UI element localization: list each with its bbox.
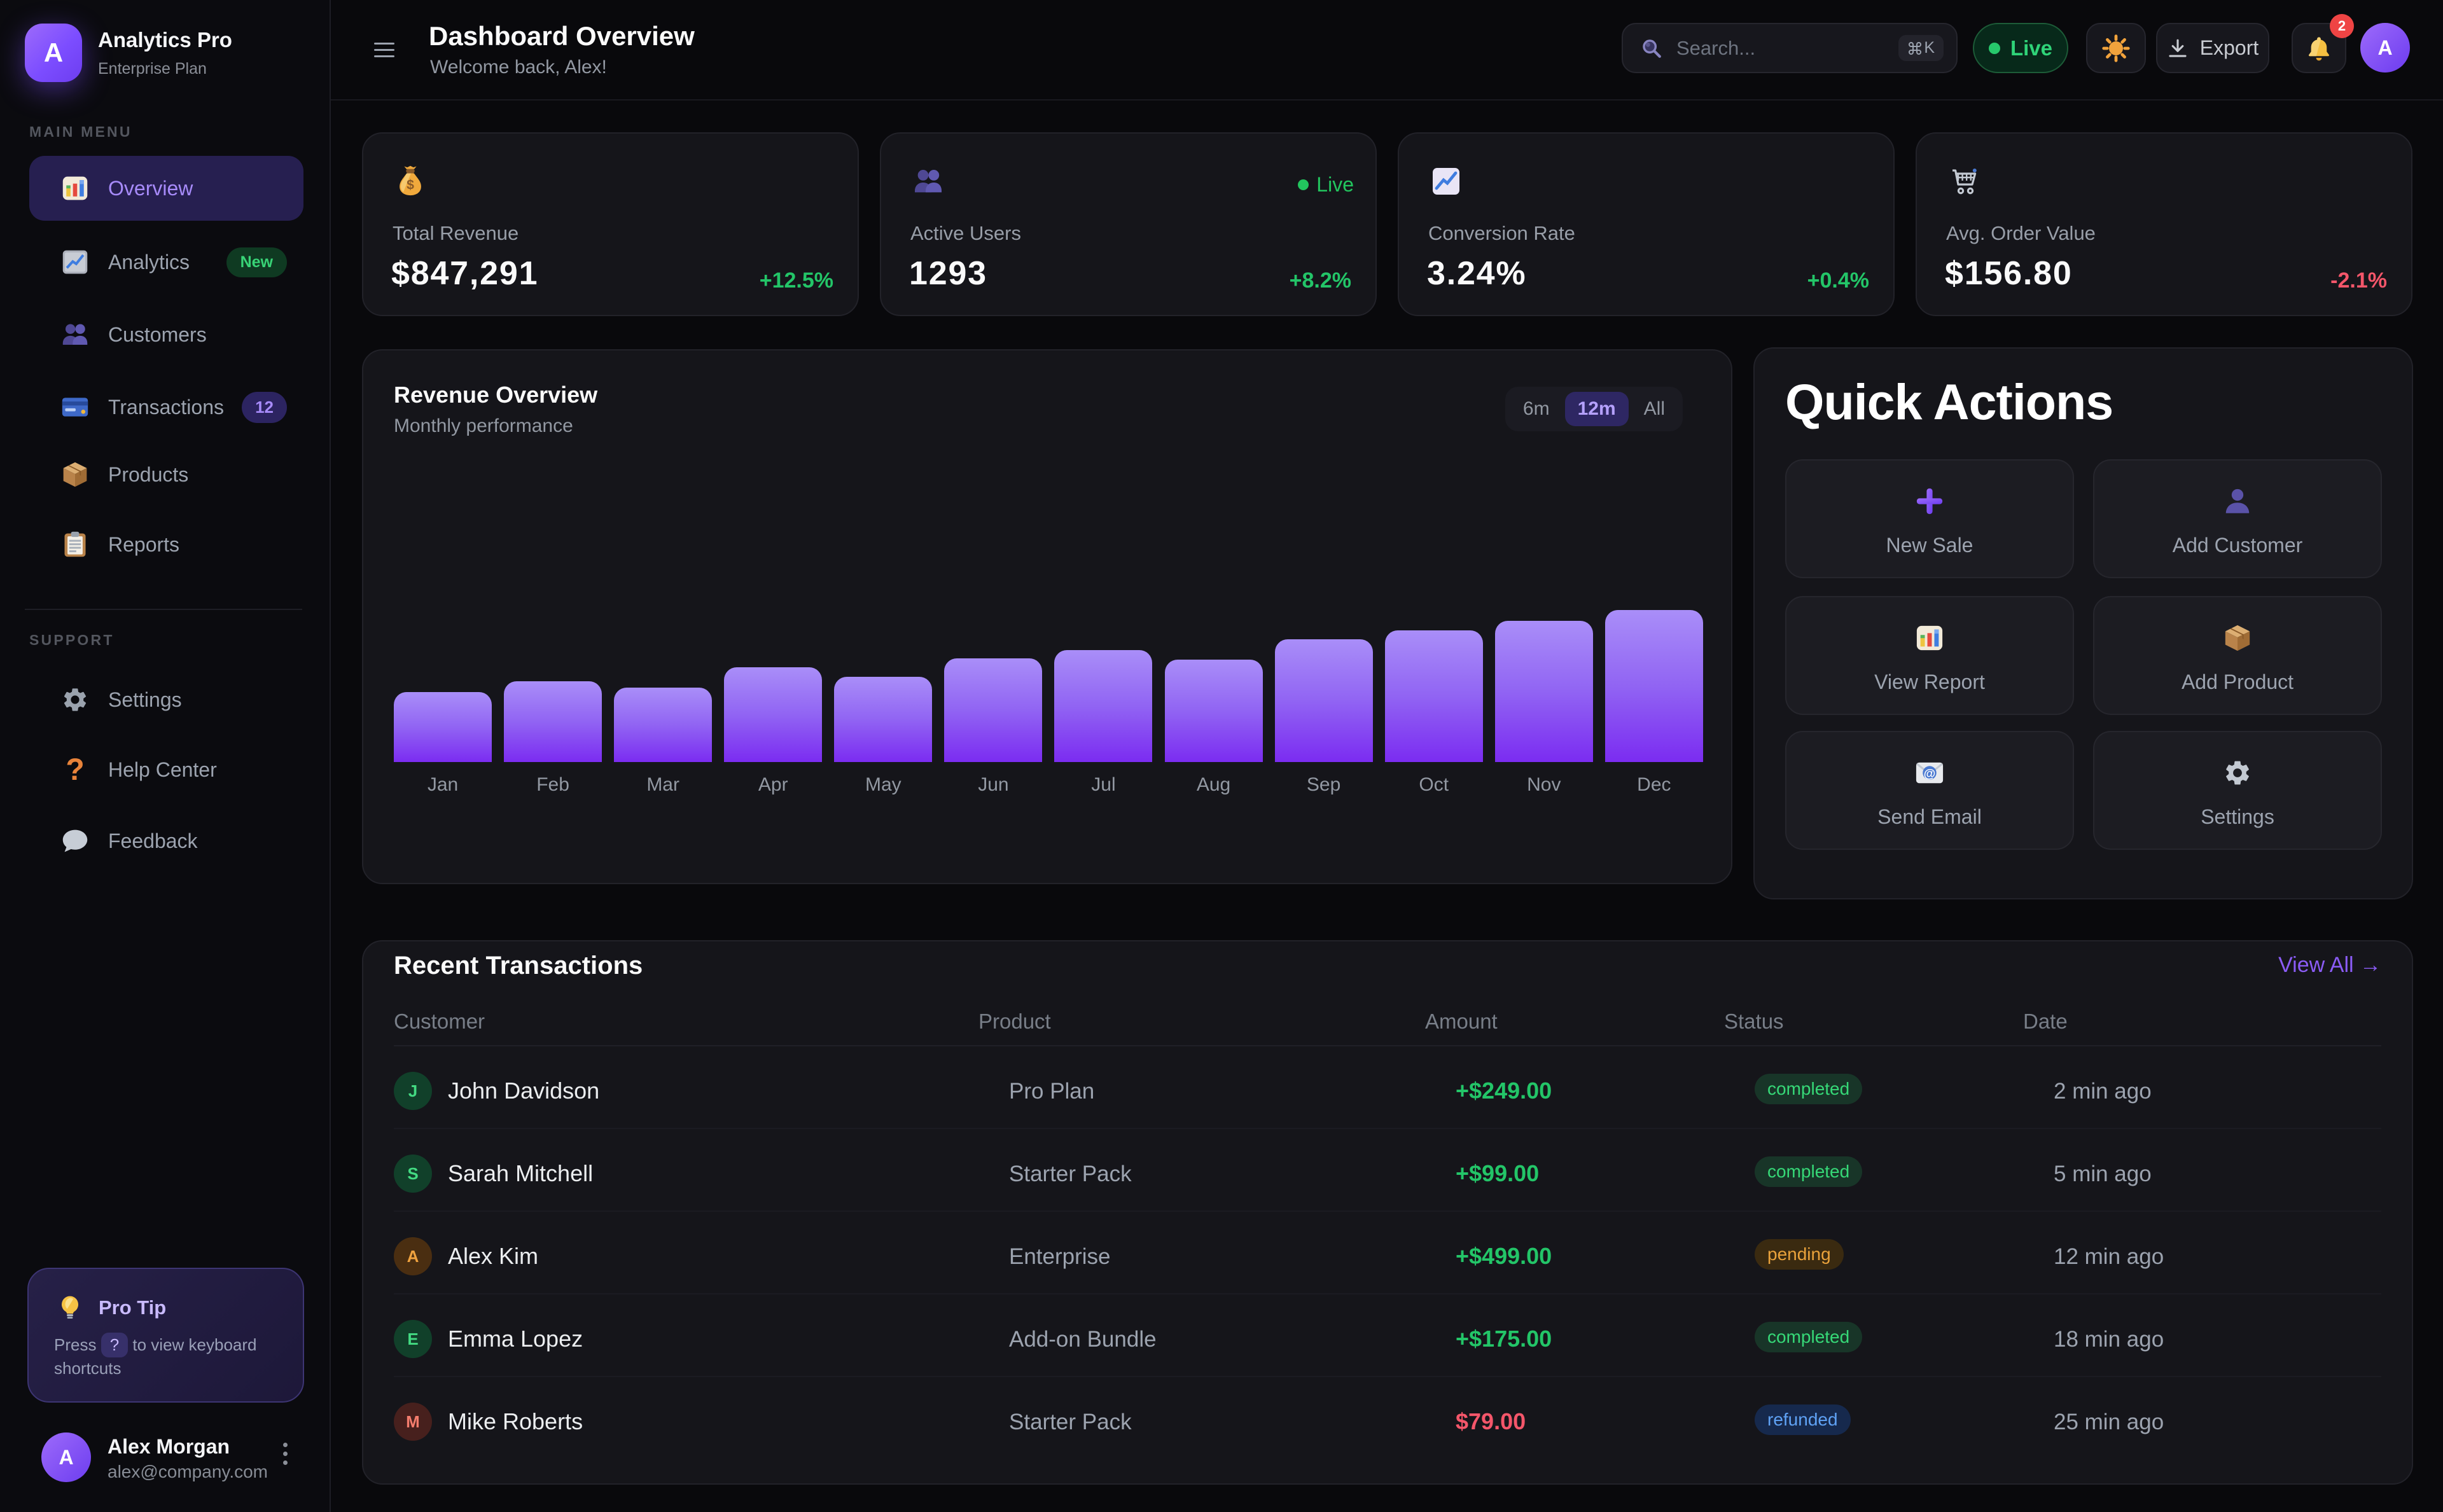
svg-text:$: $ (407, 178, 414, 193)
svg-text:@: @ (1924, 767, 1936, 780)
